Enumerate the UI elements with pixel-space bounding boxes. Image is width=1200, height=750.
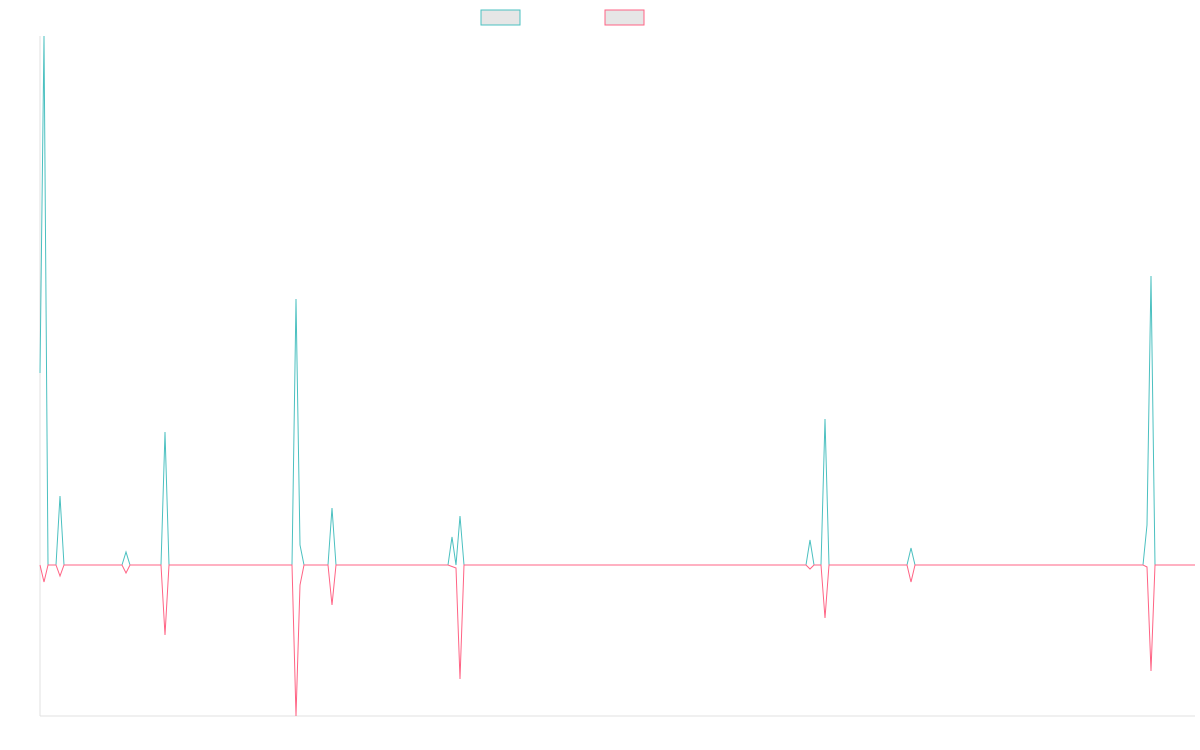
legend-swatch xyxy=(604,9,645,26)
legend-swatch xyxy=(480,9,521,26)
series-line xyxy=(39,564,1195,717)
series-line xyxy=(39,35,1195,566)
